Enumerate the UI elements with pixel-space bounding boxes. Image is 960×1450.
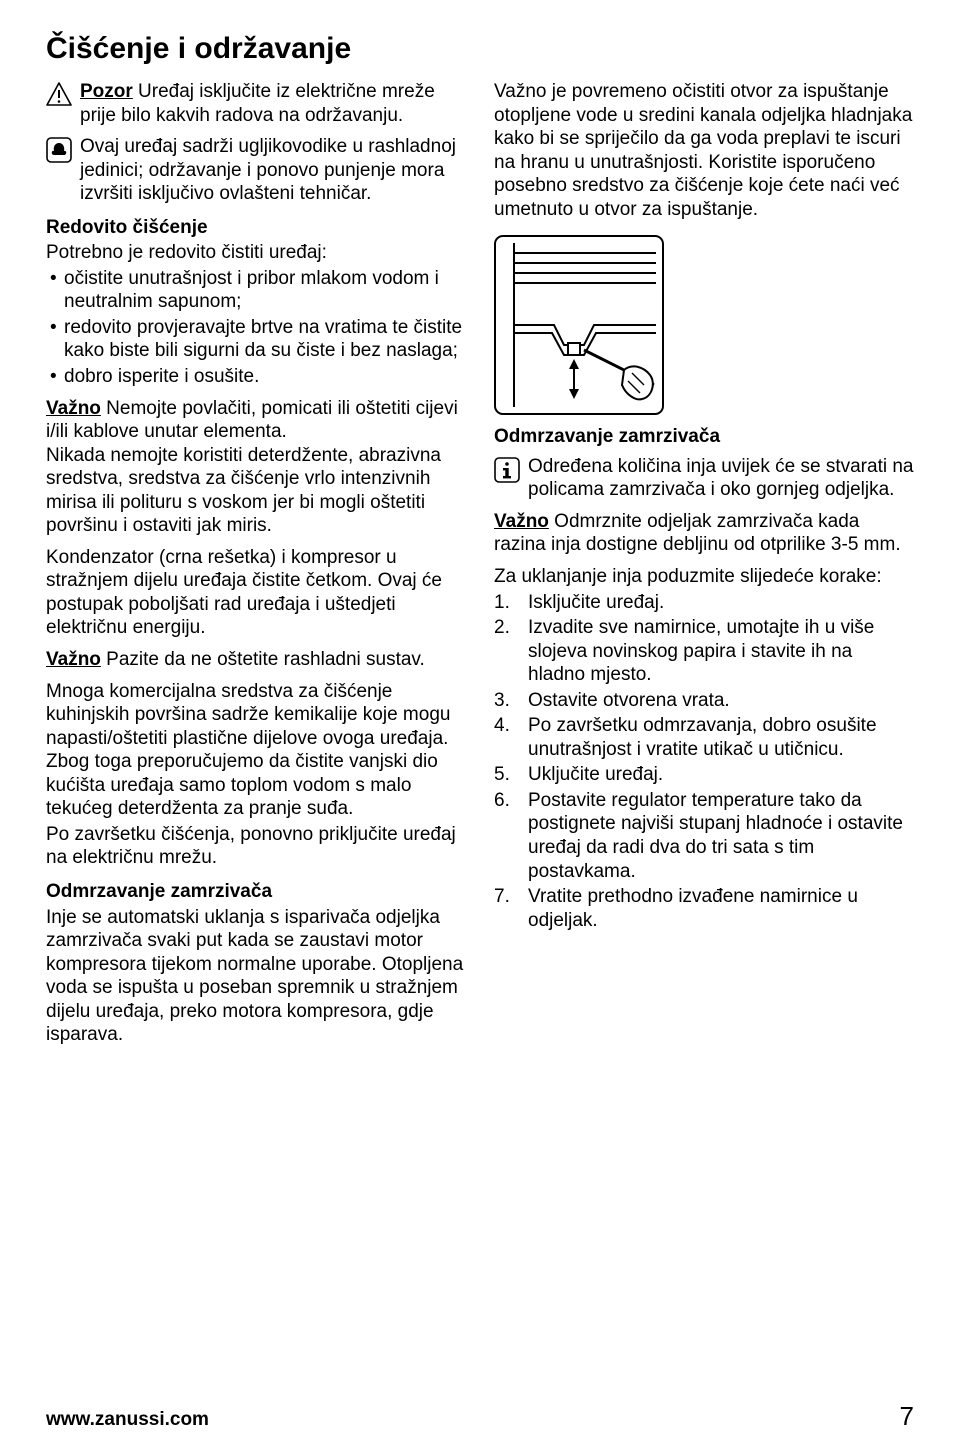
important-label: Važno — [494, 511, 549, 532]
manual-page: Čišćenje i održavanje Pozor Uređaj isklj… — [0, 0, 960, 1450]
important-body: Pazite da ne oštetite rashladni sustav. — [101, 649, 425, 670]
list-item: Ostavite otvorena vrata. — [494, 689, 914, 713]
drain-illustration — [494, 235, 664, 415]
regular-bullets: očistite unutrašnjost i pribor mlakom vo… — [46, 267, 466, 389]
defrost-steps: Isključite uređaj. Izvadite sve namirnic… — [494, 591, 914, 933]
important-cooling: Važno Pazite da ne oštetite rashladni su… — [46, 648, 466, 672]
footer-url: www.zanussi.com — [46, 1409, 209, 1431]
condenser-text: Kondenzator (crna rešetka) i kompresor u… — [46, 546, 466, 640]
two-column-layout: Pozor Uređaj isključite iz električne mr… — [46, 80, 914, 1055]
list-item: Uključite uređaj. — [494, 763, 914, 787]
reconnect-text: Po završetku čišćenja, ponovno priključi… — [46, 823, 466, 870]
left-column: Pozor Uređaj isključite iz električne mr… — [46, 80, 466, 1055]
list-item: Isključite uređaj. — [494, 591, 914, 615]
footer-page-number: 7 — [900, 1401, 914, 1432]
important-body: Nemojte povlačiti, pomicati ili oštetiti… — [46, 398, 458, 443]
auto-defrost-text: Inje se automatski uklanja s isparivača … — [46, 906, 466, 1047]
important-body: Odmrznite odjeljak zamrzivača kada razin… — [494, 511, 901, 556]
warning-notice: Pozor Uređaj isključite iz električne mr… — [46, 80, 466, 127]
drain-hole-text: Važno je povremeno očistiti otvor za isp… — [494, 80, 914, 221]
list-item: dobro isperite i osušite. — [46, 365, 466, 389]
important-label: Važno — [46, 398, 101, 419]
info-text: Određena količina inja uvijek će se stva… — [528, 455, 914, 502]
list-item: Izvadite sve namirnice, umotajte ih u vi… — [494, 616, 914, 687]
right-column: Važno je povremeno očistiti otvor za isp… — [494, 80, 914, 1055]
list-item: redovito provjeravajte brtve na vratima … — [46, 316, 466, 363]
page-footer: www.zanussi.com 7 — [46, 1401, 914, 1432]
warning-icon — [46, 82, 72, 113]
regular-intro: Potrebno je redovito čistiti uređaj: — [46, 241, 466, 265]
warning-body: Uređaj isključite iz električne mreže pr… — [80, 81, 435, 126]
heading-defrost-left: Odmrzavanje zamrzivača — [46, 880, 466, 904]
heading-defrost-right: Odmrzavanje zamrzivača — [494, 425, 914, 449]
page-title: Čišćenje i održavanje — [46, 32, 914, 66]
important-label: Važno — [46, 649, 101, 670]
list-item: Vratite prethodno izvađene namirnice u o… — [494, 885, 914, 932]
important-defrost-thickness: Važno Odmrznite odjeljak zamrzivača kada… — [494, 510, 914, 557]
steps-intro: Za uklanjanje inja poduzmite slijedeće k… — [494, 565, 914, 589]
list-item: očistite unutrašnjost i pribor mlakom vo… — [46, 267, 466, 314]
warning-text: Pozor Uređaj isključite iz električne mr… — [80, 80, 466, 127]
heading-regular-cleaning: Redovito čišćenje — [46, 216, 466, 240]
important-tail: Nikada nemojte koristiti deterdžente, ab… — [46, 445, 441, 537]
eco-notice: Ovaj uređaj sadrži ugljikovodike u rashl… — [46, 135, 466, 206]
info-notice: Određena količina inja uvijek će se stva… — [494, 455, 914, 502]
important-pull: Važno Nemojte povlačiti, pomicati ili oš… — [46, 397, 466, 538]
list-item: Po završetku odmrzavanja, dobro osušite … — [494, 714, 914, 761]
list-item: Postavite regulator temperature tako da … — [494, 789, 914, 883]
warning-label: Pozor — [80, 81, 133, 102]
eco-icon — [46, 137, 72, 170]
info-icon — [494, 457, 520, 490]
eco-text: Ovaj uređaj sadrži ugljikovodike u rashl… — [80, 135, 466, 206]
commercial-cleaners-text: Mnoga komercijalna sredstva za čišćenje … — [46, 680, 466, 821]
